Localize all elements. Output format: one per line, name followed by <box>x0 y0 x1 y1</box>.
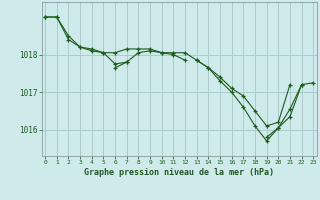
X-axis label: Graphe pression niveau de la mer (hPa): Graphe pression niveau de la mer (hPa) <box>84 168 274 177</box>
